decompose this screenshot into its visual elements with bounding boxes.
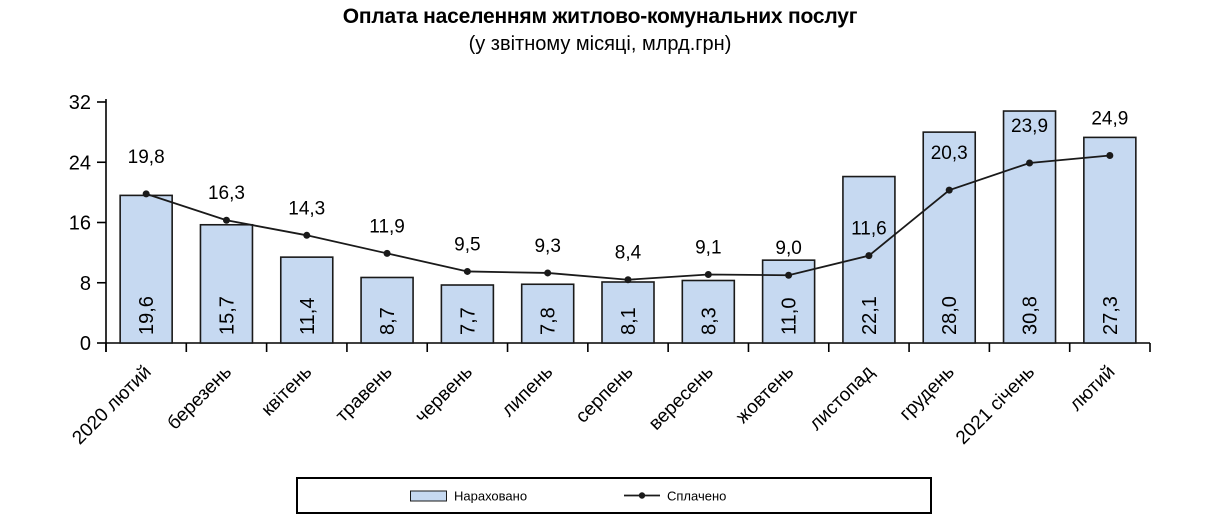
bar-value-label: 15,7	[216, 296, 238, 335]
bar-value-label: 11,0	[779, 298, 801, 335]
point-value-label: 23,9	[1011, 116, 1048, 137]
line-marker	[222, 216, 230, 224]
bar-value-label: 11,4	[297, 298, 319, 335]
point-value-label: 19,8	[128, 147, 165, 168]
x-axis-label: червень	[411, 362, 477, 428]
bar-value-label: 19,6	[136, 296, 158, 335]
point-value-label: 11,9	[369, 216, 405, 237]
bar	[681, 279, 736, 344]
bar-value-label: 8,7	[377, 307, 399, 335]
legend-item-paid: Сплачено	[624, 488, 726, 503]
line-marker	[704, 270, 712, 278]
legend-label-accrued: Нараховано	[454, 488, 528, 503]
point-value-label: 20,3	[931, 143, 968, 164]
bar-value-label: 30,8	[1020, 296, 1042, 335]
chart-subtitle: (у звітному місяці, млрд.грн)	[468, 33, 732, 55]
x-axis-label: квітень	[258, 362, 317, 421]
x-axis-label: вересень	[645, 362, 718, 435]
legend: Нараховано Сплачено	[296, 477, 932, 514]
line-marker	[945, 186, 953, 194]
legend-item-accrued: Нараховано	[410, 488, 527, 503]
bar-value-label: 7,7	[457, 307, 479, 335]
x-axis-label: 2020 лютий	[68, 362, 155, 449]
y-axis-label: 24	[69, 152, 91, 174]
point-value-label: 9,0	[775, 238, 801, 259]
bar-value-label: 7,8	[538, 307, 560, 335]
line-marker	[544, 269, 552, 277]
bar-value-label: 8,3	[698, 307, 720, 335]
bar	[1002, 110, 1057, 344]
y-axis-label: 16	[69, 213, 91, 235]
bar-value-label: 8,1	[618, 307, 640, 335]
y-axis-label: 32	[69, 92, 91, 114]
x-axis-label: травень	[332, 362, 397, 427]
bar	[440, 284, 495, 344]
x-axis-label: березень	[164, 362, 236, 434]
x-axis-label: листопад	[805, 362, 878, 435]
line-marker	[785, 271, 793, 279]
legend-label-paid: Сплачено	[667, 488, 727, 503]
x-axis-label: грудень	[896, 362, 959, 425]
line-marker	[303, 231, 311, 239]
line-marker	[1106, 151, 1114, 159]
bar-swatch-icon	[410, 490, 447, 501]
chart-title: Оплата населенням житлово-комунальних по…	[342, 5, 858, 28]
point-value-label: 9,1	[695, 237, 721, 258]
x-axis-label: 2021 січень	[952, 362, 1039, 449]
y-axis-label: 8	[80, 273, 91, 295]
bar	[360, 276, 414, 344]
point-value-label: 14,3	[288, 198, 325, 219]
x-axis-label: жовтень	[732, 362, 798, 428]
x-axis-label: липень	[498, 362, 557, 421]
line-marker	[383, 249, 391, 257]
line-marker	[142, 190, 150, 198]
bar	[199, 223, 254, 344]
bar	[601, 281, 655, 344]
point-value-label: 8,4	[615, 243, 642, 264]
bar	[1083, 136, 1137, 344]
point-value-label: 11,6	[851, 219, 887, 240]
line-marker	[865, 252, 873, 260]
bar-value-label: 28,0	[939, 296, 961, 335]
point-value-label: 9,5	[454, 234, 480, 255]
point-value-label: 9,3	[534, 236, 560, 257]
y-axis-label: 0	[80, 333, 91, 355]
line-marker	[624, 276, 632, 284]
bar-value-label: 27,3	[1100, 296, 1122, 335]
x-axis-label: серпень	[572, 362, 638, 428]
bar	[119, 194, 173, 344]
point-value-label: 24,9	[1091, 108, 1128, 129]
bar	[520, 283, 575, 344]
line-marker	[1026, 159, 1034, 167]
line-marker	[463, 267, 471, 275]
x-axis-label: лютий	[1066, 362, 1120, 416]
point-value-label: 16,3	[208, 183, 245, 204]
bar	[922, 131, 977, 344]
bar	[279, 256, 334, 344]
line-marker-swatch-icon	[624, 492, 660, 499]
bar-value-label: 22,1	[859, 296, 881, 335]
